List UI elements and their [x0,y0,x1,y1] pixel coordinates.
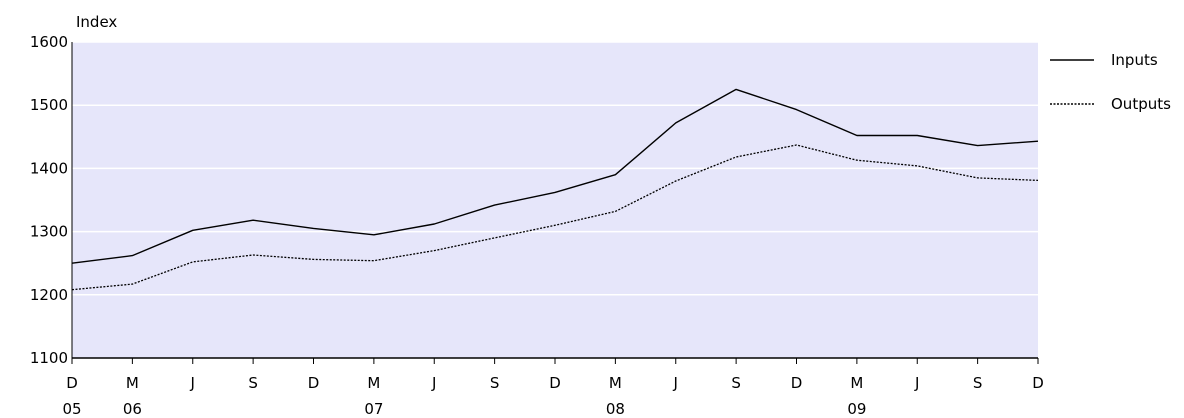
x-year-label: 05 [62,400,81,418]
y-tick-label: 1100 [30,349,68,367]
series-line-inputs [71,88,1039,264]
x-tick-label: D [549,374,561,392]
x-tick-label: J [673,374,678,392]
legend: Inputs Outputs [1050,51,1171,113]
x-tick-label: M [850,374,863,392]
x-tick-label: D [791,374,803,392]
y-tick-label: 1400 [30,159,68,177]
legend-label: Inputs [1111,51,1158,69]
x-tick-label: S [973,374,983,392]
x-tick-label: J [431,374,436,392]
y-tick-label: 1200 [30,286,68,304]
x-year-label: 09 [847,400,866,418]
x-tick-label: D [1032,374,1044,392]
x-tick-label: S [731,374,741,392]
series-line-outputs [71,144,1039,291]
y-tick-label: 1300 [30,223,68,241]
x-tick-label: S [248,374,258,392]
x-tick-label: D [308,374,320,392]
x-tick-label: J [190,374,195,392]
x-year-label: 08 [606,400,625,418]
legend-label: Outputs [1111,95,1171,113]
y-tick-label: 1500 [30,96,68,114]
x-tick-label: M [367,374,380,392]
x-axis-ticks: D M J S D M J S D M J S D M J S D 05 06 07 08 09 [62,358,1044,418]
x-tick-label: M [126,374,139,392]
x-tick-label: D [66,374,78,392]
x-tick-label: J [914,374,919,392]
x-tick-label: S [490,374,500,392]
y-axis-ticks: 1100 1200 1300 1400 1500 1600 [30,33,68,367]
series-lines [71,88,1039,291]
y-axis-title: Index [76,13,117,31]
x-tick-label: M [609,374,622,392]
y-tick-label: 1600 [30,33,68,51]
x-year-label: 06 [123,400,142,418]
plot-area [72,42,1038,358]
gridlines [72,41,1038,296]
x-year-label: 07 [364,400,383,418]
